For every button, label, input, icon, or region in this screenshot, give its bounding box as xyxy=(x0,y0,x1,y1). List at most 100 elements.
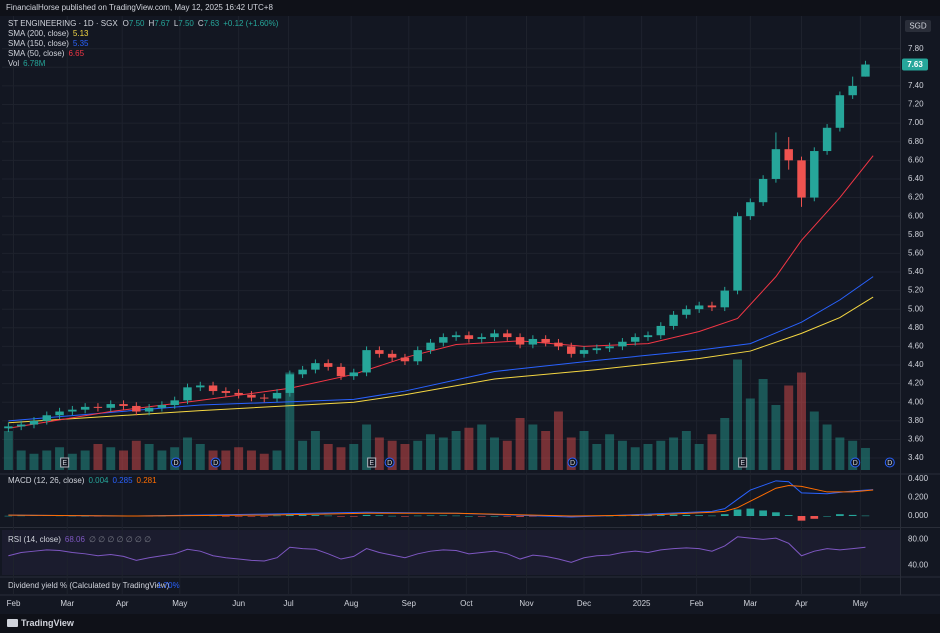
legend-entry: MACD (12, 26, close) 0.004 0.285 0.281 xyxy=(8,476,157,485)
candle-body xyxy=(196,385,205,388)
macd-histogram-bar xyxy=(733,509,742,517)
volume-bar xyxy=(234,447,244,470)
legend-value: 6.65 xyxy=(68,49,84,58)
candle-body xyxy=(541,338,550,343)
volume-bar xyxy=(374,437,384,470)
event-marker xyxy=(384,457,395,468)
macd-histogram-bar xyxy=(81,516,89,517)
candle-body xyxy=(349,372,359,377)
volume-bar xyxy=(80,450,90,470)
candle-body xyxy=(375,350,384,354)
candle-body xyxy=(144,407,154,412)
quote-value: 7.50 xyxy=(129,19,145,28)
macd-line xyxy=(8,484,874,517)
legend-value: 68.06 xyxy=(65,535,86,544)
candle-body xyxy=(567,346,576,354)
y-tick-label: 7.40 xyxy=(908,81,924,90)
volume-bar xyxy=(272,450,282,470)
volume-bar xyxy=(848,440,858,470)
macd-histogram-bar xyxy=(759,510,767,517)
candle-body xyxy=(362,350,371,373)
legend-title: RSI (14, close) xyxy=(8,535,61,544)
candle-body xyxy=(733,216,742,291)
candle-body xyxy=(758,178,768,203)
currency-box xyxy=(905,20,931,32)
y-tick-label: 3.40 xyxy=(908,453,924,462)
candle-body xyxy=(592,348,602,351)
event-marker xyxy=(60,457,70,468)
y-tick-label: 3.60 xyxy=(908,435,924,444)
candle-body xyxy=(643,335,653,338)
candle-body xyxy=(746,202,755,217)
legend-name: SMA (150, close) xyxy=(8,39,69,48)
brand-logo xyxy=(7,619,18,627)
volume-bar xyxy=(285,372,295,470)
y-tick-label: 4.00 xyxy=(908,397,924,406)
macd-histogram-bar xyxy=(234,516,243,517)
macd-histogram-bar xyxy=(720,514,729,517)
candle-body xyxy=(579,350,589,354)
volume-bar xyxy=(758,379,768,470)
x-tick-label: Feb xyxy=(690,599,704,608)
candle-body xyxy=(848,85,857,96)
volume-label: Vol xyxy=(8,59,19,68)
volume-bar xyxy=(617,440,627,470)
volume-bar xyxy=(42,450,52,470)
top-bar xyxy=(0,0,940,16)
macd-histogram-bar xyxy=(285,514,294,517)
macd-histogram-bar xyxy=(695,515,704,517)
quote-change: +0.12 (+1.60%) xyxy=(223,19,278,28)
published-note: FinancialHorse published on TradingView.… xyxy=(6,3,273,12)
x-tick-label: Mar xyxy=(743,599,757,608)
event-label: D xyxy=(570,460,575,467)
candle-body xyxy=(605,346,614,349)
candle-body xyxy=(451,335,461,338)
last-price-label: 7.63 xyxy=(907,60,923,69)
volume-bar xyxy=(183,437,192,470)
y-tick-label: 4.80 xyxy=(908,323,924,332)
volume-value: 6.78M xyxy=(23,59,46,68)
candle-body xyxy=(682,309,691,315)
volume-bar xyxy=(29,453,39,470)
volume-bar xyxy=(387,440,397,470)
macd-histogram-bar xyxy=(823,516,831,517)
y-tick-label: 5.00 xyxy=(908,304,924,313)
legend-entry: RSI (14, close) 68.06 ∅ ∅ ∅ ∅ ∅ ∅ ∅ xyxy=(8,535,151,544)
dividend-label: Dividend yield % (Calculated by TradingV… xyxy=(8,581,170,590)
quote-letter: C xyxy=(198,19,204,28)
volume-bar xyxy=(477,424,487,470)
y-tick-label: 6.40 xyxy=(908,174,924,183)
y-tick-label: 40.00 xyxy=(908,561,929,570)
volume-bar xyxy=(579,431,589,470)
candle-body xyxy=(554,342,563,347)
y-tick-label: 4.60 xyxy=(908,342,924,351)
volume-bar xyxy=(490,437,499,470)
volume-bar xyxy=(55,447,65,470)
y-tick-label: 0.200 xyxy=(908,493,929,502)
volume-bar xyxy=(400,444,410,470)
x-tick-label: May xyxy=(853,599,868,608)
instrument-name: ST ENGINEERING · 1D · SGX xyxy=(8,19,118,28)
macd-histogram-bar xyxy=(311,515,320,517)
event-label: E xyxy=(740,460,745,467)
volume-bar xyxy=(541,431,551,470)
macd-histogram-bar xyxy=(247,516,256,517)
x-tick-label: Nov xyxy=(519,599,533,608)
volume-bar xyxy=(528,424,538,470)
macd-histogram-bar xyxy=(388,515,396,517)
x-tick-label: Feb xyxy=(7,599,21,608)
volume-bar xyxy=(336,447,346,470)
candle-body xyxy=(16,424,26,427)
last-price-tag xyxy=(902,58,928,71)
macd-histogram-bar xyxy=(260,516,269,517)
x-tick-label: May xyxy=(172,599,187,608)
macd-histogram-bar xyxy=(772,512,780,517)
x-tick-label: Apr xyxy=(116,599,129,608)
volume-bar xyxy=(835,437,845,470)
macd-histogram-bar xyxy=(222,516,230,517)
macd-histogram-bar xyxy=(94,516,102,517)
candle-body xyxy=(413,350,422,362)
candle-body xyxy=(311,363,320,370)
volume-bar xyxy=(119,450,129,470)
